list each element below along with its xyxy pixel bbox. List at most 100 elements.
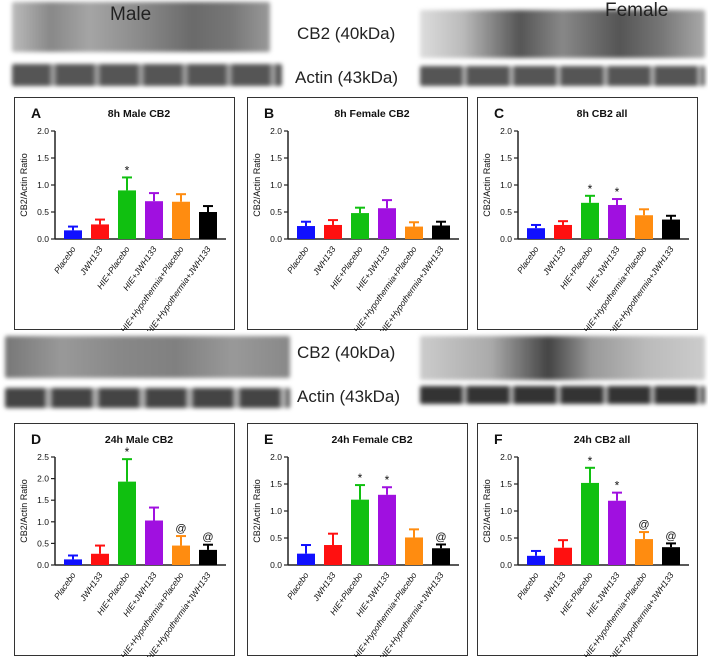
panel-letter: A <box>31 105 41 121</box>
bar <box>351 213 369 239</box>
panel-letter: B <box>264 105 274 121</box>
y-tick-label: 0.5 <box>37 207 49 217</box>
y-tick-label: 0.0 <box>270 560 282 570</box>
bar <box>405 226 423 239</box>
chart-title: 8h Male CB2 <box>108 108 171 120</box>
y-tick-label: 2.0 <box>37 474 49 484</box>
y-tick-label: 1.5 <box>37 153 49 163</box>
y-tick-label: 1.0 <box>270 506 282 516</box>
cb2-label-top: CB2 (40kDa) <box>297 24 396 43</box>
x-tick-label: JWH133 <box>540 244 568 277</box>
x-tick-label: Placebo <box>515 570 541 601</box>
y-tick-label: 1.0 <box>37 180 49 190</box>
y-tick-label: 2.5 <box>37 452 49 462</box>
panel-e: E 24h Female CB2 CB2/Actin Ratio 0.0 0.5 1.0 1… <box>247 423 468 657</box>
y-axis-label: CB2/Actin Ratio <box>482 153 492 217</box>
y-tick-label: 1.0 <box>500 506 512 516</box>
bar <box>145 520 163 565</box>
y-tick-label: 0.5 <box>500 207 512 217</box>
significance-marker: * <box>588 454 593 468</box>
y-axis-label: CB2/Actin Ratio <box>252 479 262 543</box>
bar <box>172 545 190 565</box>
chart-title: 8h Female CB2 <box>334 108 409 120</box>
x-tick-label: JWH133 <box>77 244 105 277</box>
male-label: Male <box>110 4 152 25</box>
blot-actin-male-8h <box>12 64 282 86</box>
bar <box>635 215 653 239</box>
y-tick-label: 0.5 <box>270 533 282 543</box>
y-tick-label: 1.0 <box>500 180 512 190</box>
y-tick-label: 2.0 <box>270 126 282 136</box>
y-tick-label: 0.5 <box>270 207 282 217</box>
bar <box>432 225 450 239</box>
bar <box>118 481 136 565</box>
y-tick-label: 1.5 <box>270 479 282 489</box>
panel-letter: E <box>264 431 273 447</box>
y-tick-label: 0.5 <box>37 538 49 548</box>
blot-cb2-male-24h <box>5 336 290 378</box>
bar <box>199 212 217 239</box>
y-tick-label: 1.0 <box>270 180 282 190</box>
blot-actin-female-24h <box>420 386 705 404</box>
bar <box>91 224 109 239</box>
bar <box>172 201 190 239</box>
bar <box>378 494 396 565</box>
y-axis-label: CB2/Actin Ratio <box>252 153 262 217</box>
x-tick-label: Placebo <box>285 570 311 601</box>
y-tick-label: 1.5 <box>37 495 49 505</box>
bar <box>351 499 369 565</box>
y-axis-label: CB2/Actin Ratio <box>482 479 492 543</box>
panel-b: B 8h Female CB2 CB2/Actin Ratio 0.0 0.5 1.0 1.… <box>247 97 468 331</box>
x-tick-label: JWH133 <box>540 570 568 603</box>
female-label: Female <box>605 0 669 21</box>
panel-c: C 8h CB2 all CB2/Actin Ratio 0.0 0.5 1.0 1.5 2.… <box>477 97 698 331</box>
bar <box>91 553 109 565</box>
y-tick-label: 2.0 <box>270 452 282 462</box>
bar <box>635 539 653 565</box>
y-axis-label: CB2/Actin Ratio <box>19 153 29 217</box>
bar <box>527 228 545 239</box>
actin-label-top: Actin (43kDa) <box>295 68 398 87</box>
bar <box>64 230 82 239</box>
y-tick-label: 2.0 <box>37 126 49 136</box>
bar <box>199 549 217 565</box>
bar <box>608 500 626 565</box>
x-tick-label: JWH133 <box>310 570 338 603</box>
y-tick-label: 1.0 <box>37 517 49 527</box>
bar <box>432 548 450 565</box>
significance-marker: * <box>615 479 620 493</box>
significance-marker: @ <box>665 530 676 542</box>
significance-marker: * <box>125 445 130 459</box>
y-tick-label: 2.0 <box>500 452 512 462</box>
x-tick-label: Placebo <box>515 244 541 275</box>
y-tick-label: 0.0 <box>500 560 512 570</box>
y-tick-label: 1.5 <box>500 479 512 489</box>
bar <box>581 202 599 239</box>
y-tick-label: 2.0 <box>500 126 512 136</box>
x-tick-label: Placebo <box>285 244 311 275</box>
bar <box>527 555 545 565</box>
cb2-label-mid: CB2 (40kDa) <box>297 343 396 362</box>
bar <box>118 190 136 239</box>
significance-marker: @ <box>638 519 649 531</box>
bar <box>662 219 680 239</box>
y-tick-label: 1.5 <box>270 153 282 163</box>
blot-cb2-male-8h <box>12 2 270 52</box>
chart-title: 24h Female CB2 <box>331 434 412 446</box>
x-tick-label: Placebo <box>52 570 78 601</box>
panel-d: D 24h Male CB2 CB2/Actin Ratio 0.0 0.5 1.0 1.5… <box>14 423 235 657</box>
significance-marker: @ <box>435 531 446 543</box>
significance-marker: @ <box>175 523 186 535</box>
y-tick-label: 0.0 <box>500 234 512 244</box>
significance-marker: * <box>125 163 130 177</box>
chart-title: 8h CB2 all <box>577 108 628 120</box>
y-tick-label: 0.5 <box>500 533 512 543</box>
blot-actin-male-24h <box>5 388 290 408</box>
bar <box>145 201 163 239</box>
panel-letter: F <box>494 431 503 447</box>
bar <box>554 547 572 565</box>
y-tick-label: 0.0 <box>37 234 49 244</box>
bar <box>608 204 626 239</box>
x-tick-label: Placebo <box>52 244 78 275</box>
